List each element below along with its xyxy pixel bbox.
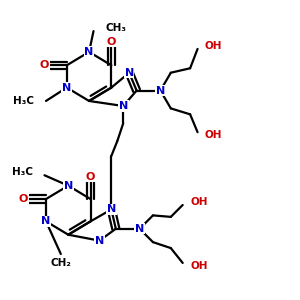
Text: O: O xyxy=(19,194,28,204)
Text: N: N xyxy=(107,204,116,214)
Text: N: N xyxy=(84,47,94,57)
Text: N: N xyxy=(156,85,165,96)
Text: N: N xyxy=(62,82,71,93)
Text: OH: OH xyxy=(190,261,208,271)
Text: O: O xyxy=(40,60,49,70)
Text: N: N xyxy=(118,101,128,111)
Text: N: N xyxy=(64,181,73,191)
Text: CH₂: CH₂ xyxy=(50,258,71,268)
Text: CH₃: CH₃ xyxy=(105,23,126,33)
Text: N: N xyxy=(95,236,104,246)
Text: OH: OH xyxy=(205,130,223,140)
Text: OH: OH xyxy=(205,41,223,51)
Text: H₃C: H₃C xyxy=(12,167,33,177)
Text: N: N xyxy=(135,224,144,234)
Text: OH: OH xyxy=(190,197,208,207)
Text: O: O xyxy=(86,172,95,182)
Text: H₃C: H₃C xyxy=(13,96,34,106)
Text: N: N xyxy=(124,68,134,78)
Text: O: O xyxy=(107,37,116,46)
Text: N: N xyxy=(41,216,51,226)
